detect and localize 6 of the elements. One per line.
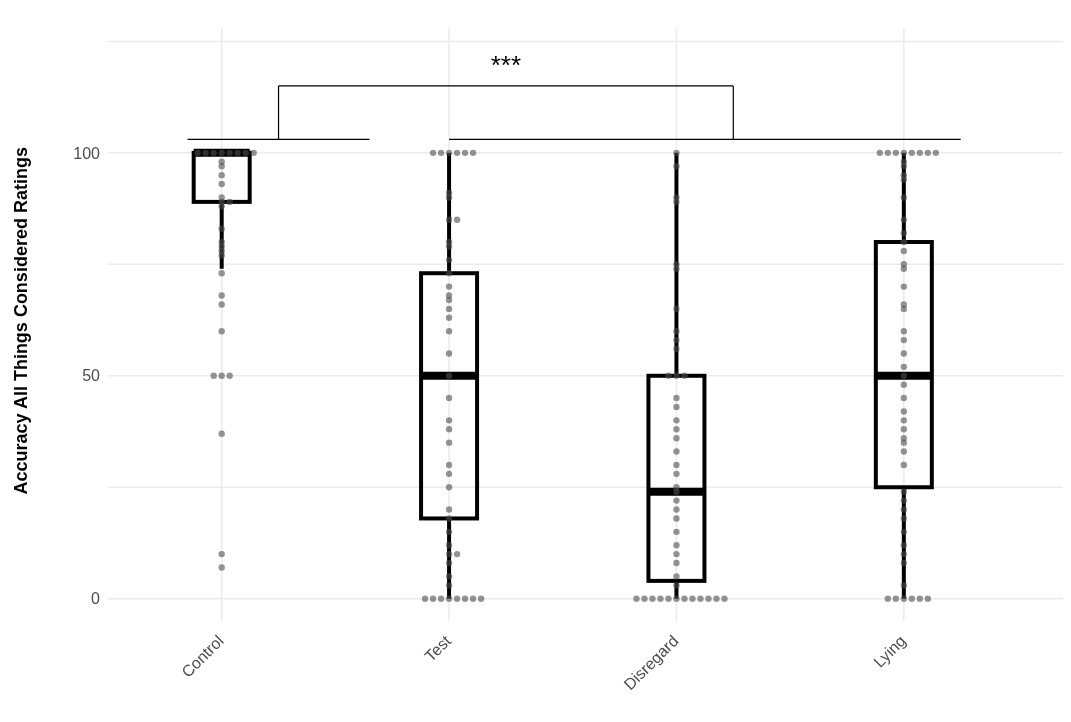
y-tick-label: 0 [91,590,101,608]
annotation: *** [490,49,522,80]
y-tick-label: 100 [73,144,101,162]
y-axis-title: Accuracy All Things Considered Ratings [11,147,32,495]
x-tick-label: Test [421,631,455,665]
y-tick-label: 50 [82,367,101,385]
